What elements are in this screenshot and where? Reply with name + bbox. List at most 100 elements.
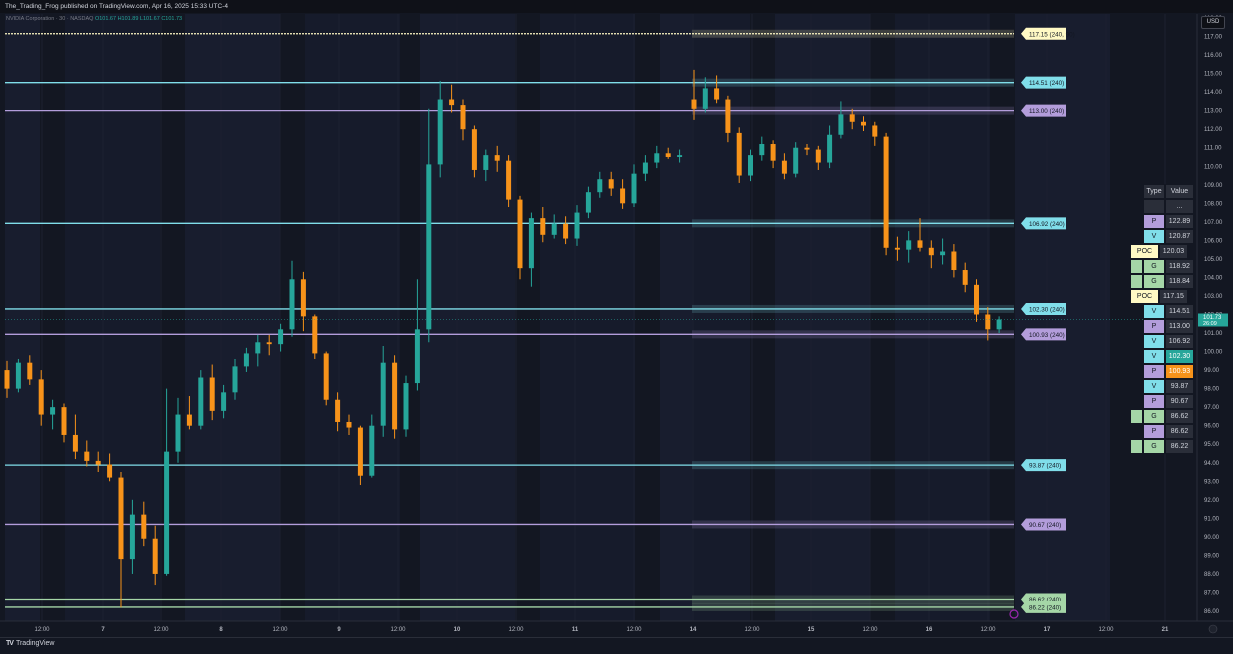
row-value: 122.89	[1165, 214, 1194, 229]
candle	[198, 370, 204, 430]
candle	[175, 397, 181, 463]
price-tick-label: 86.00	[1204, 609, 1220, 615]
candle	[483, 149, 489, 182]
candle	[861, 116, 866, 132]
candle-body	[725, 99, 731, 133]
candle-body	[677, 155, 683, 157]
price-tick-label: 112.00	[1204, 127, 1223, 133]
candle-body	[357, 427, 363, 476]
time-tick-label: 9	[337, 627, 341, 633]
row-type: V	[1143, 349, 1165, 364]
tradingview-logo[interactable]: TV TradingView	[6, 640, 54, 647]
candle	[437, 81, 443, 178]
time-tick-label: 7	[101, 627, 105, 633]
level-label-tag	[1021, 459, 1066, 472]
candle-body	[815, 149, 821, 163]
candle	[471, 125, 477, 178]
candle-body	[380, 362, 386, 426]
table-row: G 86.62	[1130, 409, 1194, 424]
price-tick-label: 107.00	[1204, 220, 1223, 226]
candle	[266, 334, 272, 356]
auto-scale-icon[interactable]	[1208, 624, 1218, 634]
candle	[4, 360, 10, 398]
candle-body	[574, 212, 580, 239]
candle-body	[563, 223, 569, 239]
session-band	[185, 14, 280, 621]
level-label-text: 113.00 (240)	[1029, 108, 1064, 115]
candle-body	[985, 314, 991, 330]
candle-body	[483, 155, 489, 170]
candle	[940, 238, 946, 265]
row-value: 100.93	[1165, 364, 1194, 379]
candle	[770, 140, 776, 169]
table-row: G 86.22	[1130, 439, 1194, 454]
table-row: V 93.87	[1143, 379, 1194, 394]
level-label-text: 102.30 (240)	[1029, 306, 1065, 313]
candle-body	[449, 99, 455, 106]
level-label: 86.22 (240)	[1021, 600, 1066, 613]
candle	[540, 207, 546, 243]
level-label-text: 93.87 (240)	[1029, 463, 1061, 470]
row-type: G	[1143, 409, 1165, 424]
price-tick-label: 108.00	[1204, 201, 1223, 207]
time-tick-label: 15	[808, 627, 815, 633]
candle	[665, 147, 671, 159]
candle-body	[335, 399, 341, 422]
candle	[702, 77, 708, 113]
price-tick-label: 95.00	[1204, 442, 1220, 448]
candle-body	[620, 188, 626, 204]
candle	[289, 260, 295, 337]
candle-body	[748, 155, 753, 176]
price-tick-label: 103.00	[1204, 294, 1223, 300]
price-tick-label: 89.00	[1204, 553, 1220, 559]
footer-bar	[0, 637, 1233, 654]
candle-body	[300, 279, 306, 317]
level-label: 106.92 (240)	[1021, 217, 1066, 230]
candle-body	[414, 329, 420, 384]
price-tick-label: 117.00	[1204, 35, 1223, 41]
candle	[278, 323, 284, 352]
row-type: G	[1143, 274, 1165, 289]
session-band	[305, 14, 400, 621]
level-label: 114.51 (240)	[1021, 76, 1066, 89]
price-tick-label: 110.00	[1204, 164, 1223, 170]
candle-body	[255, 342, 261, 354]
symbol-legend[interactable]: NVIDIA Corporation · 30 · NASDAQ O101.67…	[6, 16, 182, 22]
table-row: P 122.89	[1143, 214, 1194, 229]
price-tick-label: 88.00	[1204, 572, 1220, 578]
candle	[928, 240, 934, 269]
candle-body	[369, 425, 375, 476]
time-tick-label: 12:00	[390, 627, 406, 633]
candle-body	[27, 362, 33, 380]
candle-body	[974, 284, 979, 315]
candle-body	[951, 251, 957, 271]
candle	[84, 440, 90, 467]
currency-button[interactable]: USD	[1201, 16, 1225, 29]
level-label-tag	[1021, 217, 1066, 230]
header-value: Value	[1165, 184, 1194, 199]
candle-body	[232, 366, 238, 393]
candle	[804, 144, 810, 156]
candle-body	[4, 370, 10, 389]
candle-body	[665, 153, 671, 157]
candle	[27, 355, 33, 385]
table-row: P 86.62	[1143, 424, 1194, 439]
candle	[335, 392, 341, 432]
candle-body	[517, 199, 523, 269]
candle	[38, 370, 44, 426]
price-tick-label: 114.00	[1204, 90, 1223, 96]
publish-caption: The_Trading_Frog published on TradingVie…	[5, 3, 228, 10]
row-type: G	[1143, 439, 1165, 454]
candle	[985, 307, 991, 341]
candle-body	[164, 451, 170, 574]
candle	[152, 525, 158, 586]
last-price-value: 101.73	[1203, 315, 1222, 321]
candle	[107, 453, 113, 482]
level-label: 90.67 (240)	[1021, 518, 1066, 531]
time-tick-label: 12:00	[272, 627, 288, 633]
candle	[61, 403, 67, 443]
row-gap-marker	[1130, 409, 1143, 424]
candle-body	[654, 153, 660, 163]
row-value: 90.67	[1165, 394, 1194, 409]
